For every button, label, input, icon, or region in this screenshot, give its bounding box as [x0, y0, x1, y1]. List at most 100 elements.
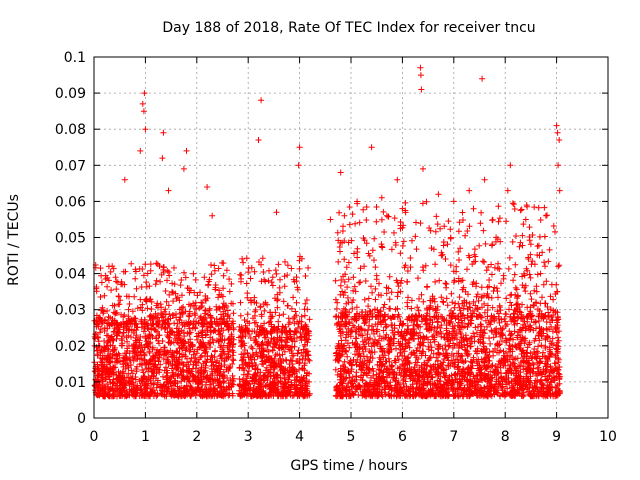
data-point — [157, 278, 164, 285]
data-point — [433, 213, 440, 220]
data-point — [134, 384, 141, 391]
data-point — [281, 283, 288, 290]
data-point — [115, 301, 122, 308]
data-point — [166, 291, 173, 298]
data-point — [269, 282, 276, 289]
data-point — [156, 354, 163, 361]
data-point — [182, 274, 189, 281]
data-point — [132, 374, 139, 380]
data-point — [268, 279, 275, 286]
data-point — [191, 390, 198, 396]
data-point — [156, 317, 163, 324]
data-point — [373, 218, 380, 225]
data-point — [264, 331, 271, 337]
data-point — [198, 304, 204, 311]
data-point — [128, 260, 135, 267]
data-point — [420, 298, 427, 305]
data-point — [247, 275, 254, 282]
data-point — [407, 255, 414, 261]
data-point — [220, 342, 227, 349]
data-point — [303, 297, 310, 303]
data-point — [194, 336, 201, 343]
data-point — [472, 258, 479, 265]
data-point — [108, 320, 115, 326]
data-point — [192, 359, 199, 366]
data-point — [444, 302, 451, 309]
data-point — [153, 260, 160, 267]
data-point — [120, 361, 127, 367]
data-point — [527, 274, 534, 281]
data-point — [111, 347, 117, 354]
data-point — [495, 218, 502, 225]
data-point — [288, 305, 295, 312]
data-point — [159, 311, 166, 318]
data-point — [443, 281, 450, 287]
data-point — [489, 216, 496, 223]
data-point — [164, 277, 170, 284]
data-point — [180, 304, 187, 310]
data-point — [146, 331, 153, 338]
data-point — [451, 304, 458, 311]
data-point — [105, 313, 112, 320]
data-point — [179, 393, 185, 400]
data-point — [148, 372, 155, 379]
data-point — [352, 220, 359, 227]
data-point — [225, 392, 232, 399]
data-point — [212, 388, 218, 395]
data-point — [168, 328, 175, 335]
data-point — [219, 392, 226, 399]
data-point — [127, 378, 133, 385]
data-point — [119, 385, 126, 392]
data-point — [333, 305, 340, 312]
data-point — [188, 355, 195, 361]
data-point — [109, 320, 116, 327]
data-point — [187, 346, 194, 353]
data-point — [162, 306, 169, 313]
data-point — [199, 323, 206, 330]
data-point — [143, 283, 150, 290]
data-point — [196, 377, 203, 384]
data-point — [184, 285, 191, 292]
data-point — [546, 246, 553, 253]
data-point — [218, 384, 225, 391]
data-point — [107, 367, 114, 374]
data-point — [172, 335, 179, 342]
data-point — [243, 280, 250, 287]
data-point — [197, 313, 204, 320]
data-point — [241, 317, 248, 323]
data-point — [517, 207, 524, 214]
data-point — [176, 306, 183, 313]
data-point — [113, 375, 120, 382]
data-point — [141, 352, 148, 359]
data-point — [155, 350, 162, 357]
data-point — [158, 383, 164, 390]
data-point — [155, 332, 162, 339]
data-point — [166, 311, 173, 317]
data-point — [506, 254, 513, 261]
data-point — [156, 263, 163, 269]
data-point — [168, 374, 175, 380]
data-point — [176, 335, 183, 341]
data-point — [522, 288, 529, 295]
data-point — [346, 221, 353, 228]
data-point — [184, 359, 190, 366]
data-point — [132, 335, 139, 341]
data-point — [128, 388, 135, 395]
data-point — [219, 293, 226, 300]
data-point — [199, 300, 206, 306]
data-point — [97, 355, 104, 361]
data-point — [92, 335, 99, 342]
data-point — [171, 281, 178, 288]
data-point — [203, 359, 210, 366]
data-point — [214, 372, 221, 379]
data-point — [147, 312, 154, 319]
data-point — [206, 307, 213, 314]
data-point — [109, 379, 116, 386]
data-point — [447, 226, 454, 233]
data-point — [131, 327, 138, 334]
data-point — [136, 378, 143, 385]
data-point — [147, 261, 154, 268]
data-point — [512, 261, 519, 268]
data-point — [179, 345, 186, 352]
data-point — [537, 270, 544, 277]
